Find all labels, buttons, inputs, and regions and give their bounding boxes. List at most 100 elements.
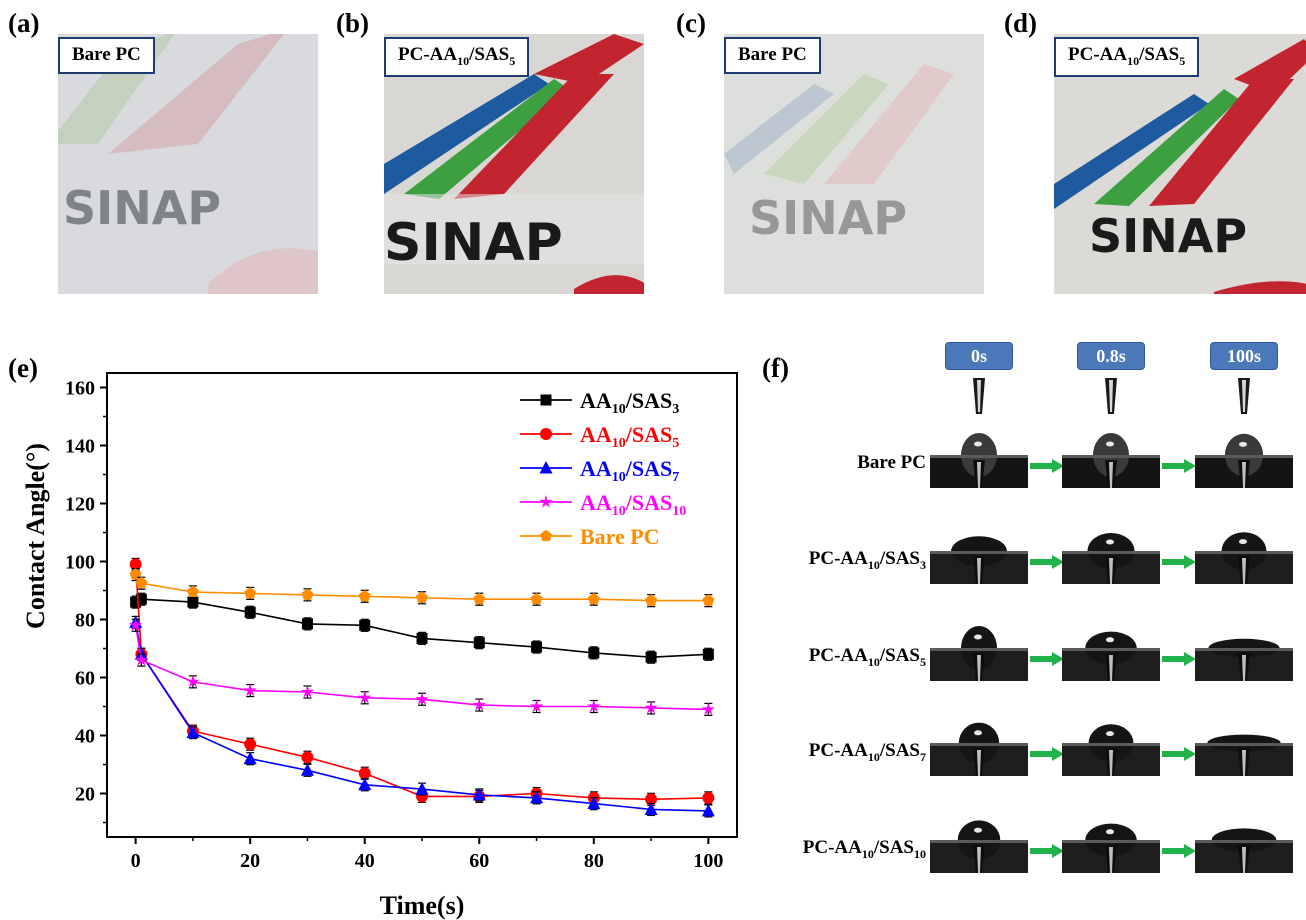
- photo-b-label: PC-AA10/SAS5: [384, 37, 530, 77]
- series-4-line: [134, 574, 709, 602]
- legend-marker-4: [540, 529, 552, 542]
- series-3: [129, 618, 715, 716]
- x-tick-label-0: 0: [131, 850, 141, 872]
- time-tag-1: 0.8s: [1077, 342, 1145, 370]
- series-2-point-3: [243, 751, 257, 765]
- row-label-0: Bare PC: [857, 452, 926, 473]
- green-arrow-icon: [1030, 459, 1064, 473]
- series-1-point-4: [301, 751, 314, 764]
- series-2-point-8: [530, 790, 544, 804]
- y-tick-label-3: 80: [75, 610, 95, 632]
- series-4-point-8: [530, 592, 543, 605]
- series-0-point-9: [588, 647, 600, 659]
- droplet-image-0-2: [1195, 430, 1293, 488]
- green-arrow-icon: [1162, 747, 1196, 761]
- series-0-point-4: [301, 618, 313, 630]
- time-tag-2: 100s: [1210, 342, 1278, 370]
- photo-b-coated-clear: SINAP PC-AA10/SAS5: [384, 34, 644, 294]
- series-4-point-11: [702, 594, 715, 606]
- series-4-point-4: [301, 588, 314, 600]
- series-1-point-10: [645, 793, 658, 806]
- legend-marker-1: [540, 428, 552, 440]
- y-tick-label-2: 60: [75, 668, 95, 690]
- row-label-3: PC-AA10/SAS7: [808, 740, 926, 764]
- series-0: [130, 592, 714, 664]
- droplet-image-3-1: [1062, 718, 1160, 776]
- series-0-point-11: [702, 648, 714, 660]
- x-tick-label-5: 100: [693, 850, 723, 872]
- series-0-point-1: [135, 593, 147, 605]
- series-4-point-7: [473, 592, 486, 605]
- legend-label-4: Bare PC: [580, 524, 660, 549]
- green-arrow-icon: [1030, 844, 1064, 858]
- series-2-point-9: [587, 796, 601, 810]
- panel-letter-c: (c): [676, 8, 706, 38]
- droplet-image-4-2: [1195, 815, 1293, 873]
- legend-entry-2: AA10/SAS7: [520, 456, 679, 485]
- series-0-point-2: [187, 596, 199, 608]
- photo-a-label: Bare PC: [58, 37, 155, 74]
- series-3-point-6: [415, 692, 429, 705]
- droplet-image-4-1: [1062, 815, 1160, 873]
- y-tick-label-6: 140: [65, 436, 95, 458]
- series-4-point-1: [135, 576, 148, 589]
- series-0-line: [135, 598, 709, 659]
- series-0-point-5: [359, 619, 371, 631]
- y-tick-label-1: 40: [75, 726, 95, 748]
- legend-entry-1: AA10/SAS5: [520, 422, 679, 451]
- series-3-point-3: [243, 683, 257, 697]
- x-axis-label: Time(s): [380, 891, 465, 920]
- photo-b-image: SINAP: [384, 34, 644, 294]
- photo-d-coated-clear: SINAP PC-AA10/SAS5: [1054, 34, 1306, 294]
- series-1-point-3: [244, 738, 257, 751]
- droplet-image-1-2: [1195, 526, 1293, 584]
- x-tick-label-1: 20: [240, 850, 260, 872]
- series-4-point-3: [244, 587, 257, 599]
- y-tick-label-7: 160: [65, 378, 95, 400]
- legend-marker-2: [539, 461, 553, 474]
- photo-c-text: SINAP: [749, 191, 907, 245]
- legend-entry-4: Bare PC: [520, 524, 660, 549]
- green-arrow-icon: [1162, 555, 1196, 569]
- legend-marker-0: [540, 394, 552, 406]
- green-arrow-icon: [1030, 555, 1064, 569]
- droplet-image-3-2: [1195, 718, 1293, 776]
- series-1-point-0: [129, 558, 142, 571]
- series-1-point-11: [702, 791, 715, 804]
- row-label-4: PC-AA10/SAS10: [802, 837, 926, 861]
- contact-angle-chart: 0 20 40 60 80 100 20 40 60 80 100 120 140 160 AA10/SA…: [21, 372, 738, 920]
- legend-entry-3: AA10/SAS10: [520, 490, 686, 519]
- legend-label-1: AA10/SAS5: [580, 422, 679, 451]
- series-3-point-5: [358, 690, 372, 704]
- series-0-point-10: [645, 651, 657, 663]
- green-arrow-icon: [1030, 747, 1064, 761]
- photo-c-image: SINAP: [724, 34, 984, 294]
- y-tick-label-4: 100: [65, 552, 95, 574]
- series-0-point-6: [416, 632, 428, 644]
- legend-entry-0: AA10/SAS3: [520, 388, 679, 417]
- photo-c-bare-pc-fogged: SINAP Bare PC: [724, 34, 984, 294]
- droplet-image-1-1: [1062, 526, 1160, 584]
- series-4-point-0: [129, 568, 142, 580]
- series-1-point-5: [358, 767, 371, 780]
- green-arrow-icon: [1162, 844, 1196, 858]
- series-2: [129, 615, 715, 818]
- series-4-point-6: [416, 591, 428, 603]
- legend-marker-3: [539, 495, 553, 508]
- panel-letter-f: (f): [762, 353, 789, 383]
- series-4-point-2: [186, 585, 199, 597]
- panel-letter-d: (d): [1004, 8, 1037, 38]
- series-2-point-10: [644, 802, 658, 815]
- photo-d-image: SINAP: [1054, 34, 1306, 294]
- series-0-point-7: [473, 637, 485, 649]
- photo-a-bare-pc-fogged: SINAP Bare PC: [58, 34, 318, 294]
- series-3-point-4: [300, 685, 315, 698]
- series-4-point-9: [587, 592, 600, 605]
- series-4-point-10: [645, 594, 658, 606]
- series-4-point-5: [358, 590, 371, 602]
- series-2-point-11: [701, 803, 715, 817]
- series-0-point-8: [531, 641, 543, 653]
- photo-d-text: SINAP: [1089, 209, 1247, 263]
- droplet-image-2-1: [1062, 623, 1160, 681]
- legend-label-2: AA10/SAS7: [580, 456, 679, 485]
